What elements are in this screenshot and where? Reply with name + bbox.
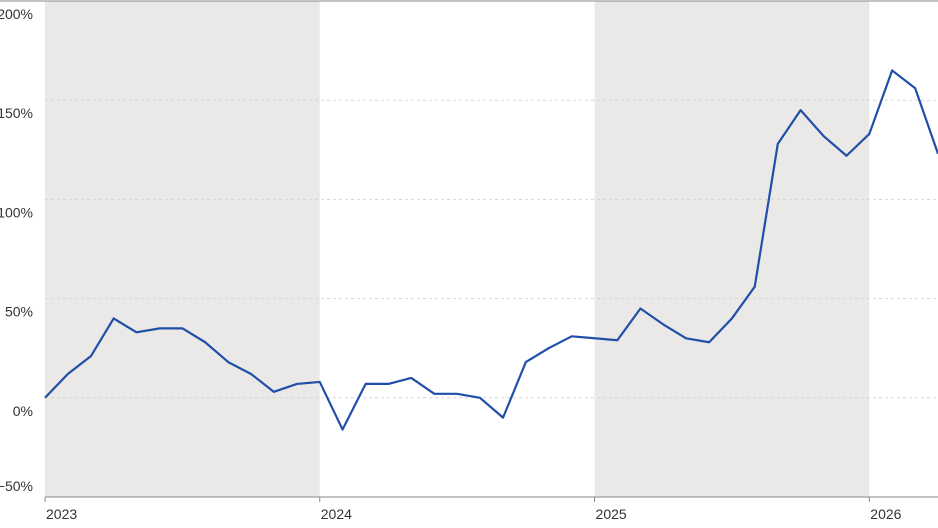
x-tick-label: 2025 xyxy=(596,506,627,522)
data-line xyxy=(44,69,938,431)
shaded-band xyxy=(45,1,320,497)
y-tick-label: 150% xyxy=(0,105,33,121)
y-tick-label: 0% xyxy=(13,403,33,419)
y-tick-label: −50% xyxy=(0,478,33,494)
x-tick-label: 2024 xyxy=(321,506,352,522)
y-tick-label: 200% xyxy=(0,6,33,22)
x-tick-label: 2023 xyxy=(46,506,77,522)
x-tick-label: 2026 xyxy=(870,506,901,522)
shaded-band xyxy=(594,1,870,497)
y-tick-label: 50% xyxy=(5,304,33,320)
y-tick-label: 100% xyxy=(0,204,33,220)
